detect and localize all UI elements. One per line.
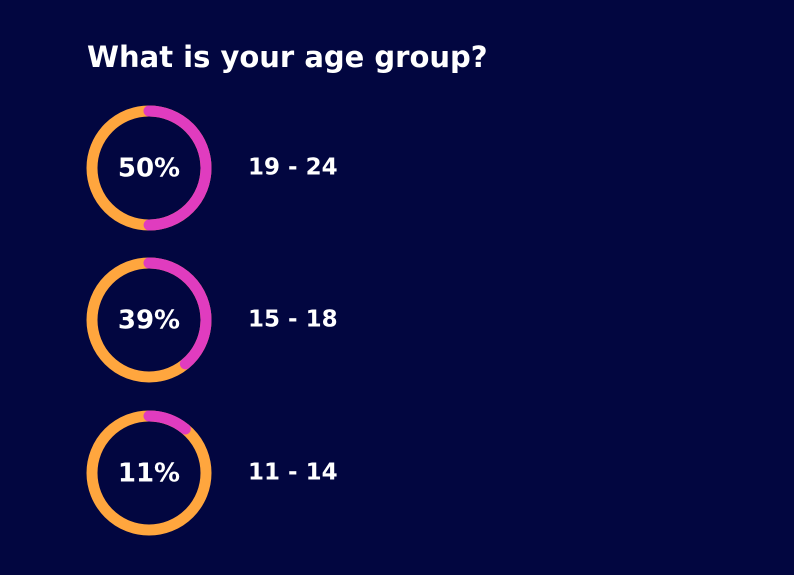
category-label: 11 - 14 [248,460,338,486]
value-label: 11% [118,459,180,489]
chart-title: What is your age group? [87,40,488,74]
donut-arc [86,410,212,536]
donut-arc [86,105,212,231]
value-label: 39% [118,306,180,336]
value-label: 50% [118,154,180,184]
category-label: 15 - 18 [248,307,338,333]
category-label: 19 - 24 [248,155,338,181]
donut-arc [86,257,212,383]
